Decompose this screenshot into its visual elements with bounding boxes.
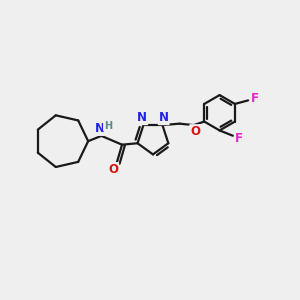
Text: N: N [159,111,169,124]
Text: F: F [235,132,243,145]
Text: O: O [190,125,200,138]
Text: O: O [108,163,118,176]
Text: F: F [250,92,259,104]
Text: N: N [95,122,105,135]
Text: H: H [104,121,112,130]
Text: N: N [137,111,147,124]
